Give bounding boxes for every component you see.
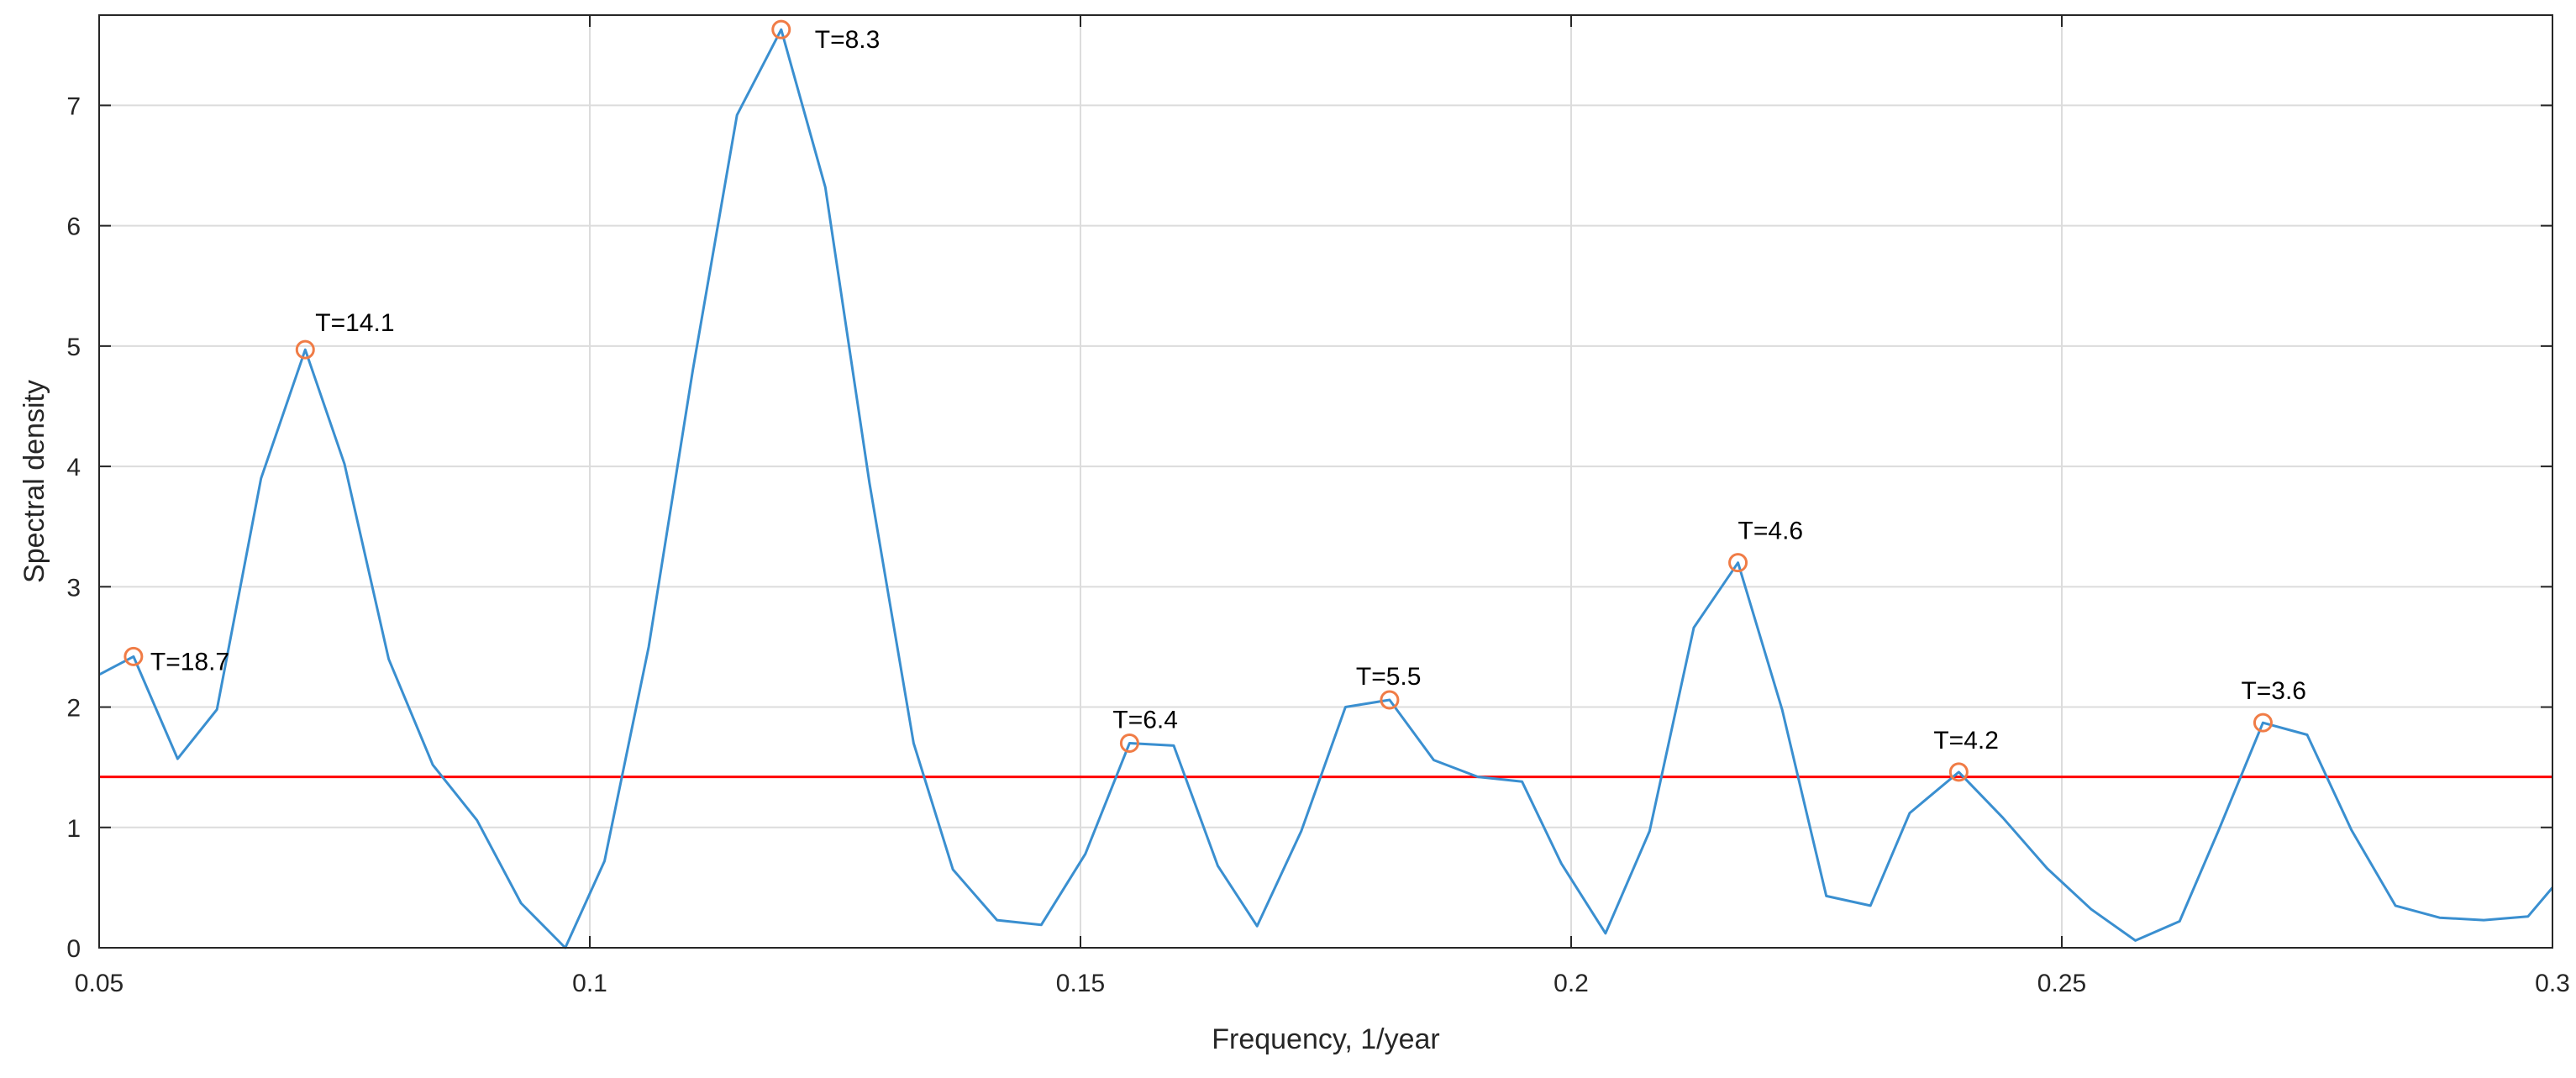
peak-label: T=3.6 — [2241, 677, 2306, 705]
peak-marker — [771, 19, 791, 39]
peak-marker — [2253, 713, 2273, 733]
peak-label: T=8.3 — [815, 26, 881, 54]
y-tick-label: 1 — [66, 815, 81, 843]
peak-label: T=6.4 — [1112, 707, 1178, 734]
x-axis-label: Frequency, 1/year — [1212, 1023, 1440, 1055]
peak-marker — [295, 339, 315, 360]
peak-label: T=4.6 — [1738, 518, 1804, 545]
peak-label: T=5.5 — [1356, 663, 1422, 691]
x-tick-label: 0.05 — [75, 970, 124, 997]
y-tick-label: 3 — [66, 574, 81, 602]
peak-label: T=14.1 — [315, 309, 394, 337]
peak-marker — [1948, 762, 1969, 782]
peak-marker — [124, 646, 144, 666]
peak-markers: T=18.7 T=14.1 T=8.3 T=6.4 T=5.5 T=4.6 T=4.2 T=3… — [124, 19, 2306, 782]
y-tick-label: 4 — [66, 454, 81, 481]
y-axis-label: Spectral density — [18, 380, 50, 583]
plot-frame — [98, 14, 2553, 949]
peak-marker — [1119, 734, 1139, 754]
x-tick-label: 0.2 — [1553, 970, 1589, 997]
y-tick-label: 2 — [66, 695, 81, 723]
x-tick-label: 0.15 — [1056, 970, 1105, 997]
y-tick-label: 0 — [66, 935, 81, 963]
y-tick-label: 6 — [66, 213, 81, 241]
x-tick-label: 0.25 — [2037, 970, 2086, 997]
peak-label: T=18.7 — [150, 648, 229, 676]
spectral-density-line — [98, 28, 2554, 949]
peak-marker — [1728, 553, 1748, 573]
y-tick-labels: 0 1 2 3 4 5 6 7 — [66, 92, 81, 963]
series-layer — [98, 28, 2554, 949]
x-tick-label: 0.1 — [572, 970, 607, 997]
x-tick-labels: 0.05 0.1 0.15 0.2 0.25 0.3 — [75, 970, 2570, 997]
y-tick-label: 5 — [66, 334, 81, 361]
peak-label: T=4.2 — [1933, 727, 1999, 755]
axis-ticks — [98, 15, 2553, 949]
x-tick-label: 0.3 — [2535, 970, 2570, 997]
y-tick-label: 7 — [66, 92, 81, 120]
peak-marker — [1380, 690, 1400, 710]
